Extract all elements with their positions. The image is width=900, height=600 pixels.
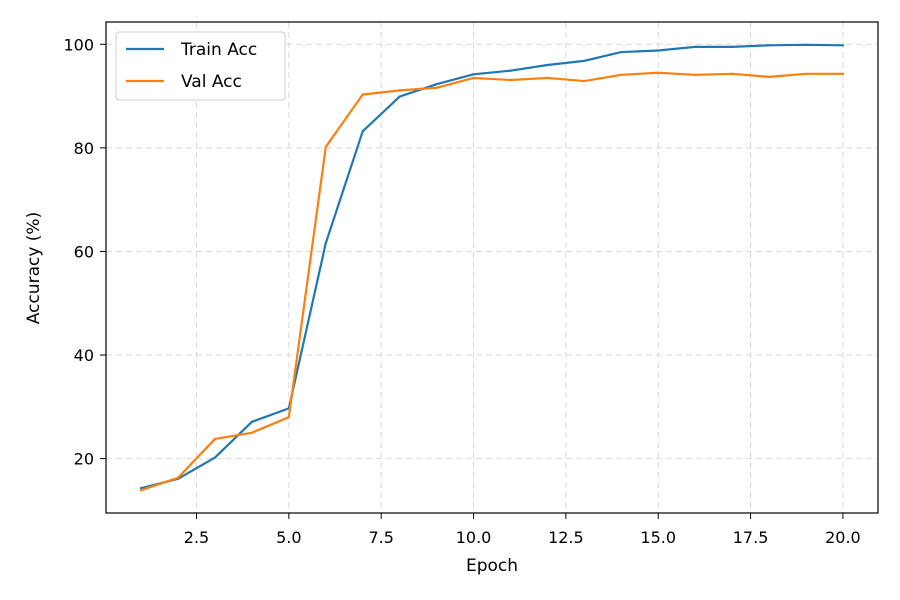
x-tick-label: 7.5 xyxy=(368,528,393,547)
y-tick-label: 20 xyxy=(74,450,94,469)
data-point-val-acc xyxy=(841,72,845,75)
data-point-train-acc xyxy=(472,73,475,76)
data-point-val-acc xyxy=(620,73,623,76)
data-point-train-acc xyxy=(694,45,697,48)
data-point-val-acc xyxy=(657,71,660,74)
y-axis-label: Accuracy (%) xyxy=(24,212,44,324)
data-point-train-acc xyxy=(361,130,364,133)
data-point-train-acc xyxy=(804,43,808,46)
data-point-val-acc xyxy=(694,73,697,76)
data-point-val-acc xyxy=(435,86,438,89)
data-point-train-acc xyxy=(213,456,217,459)
data-point-train-acc xyxy=(139,487,143,490)
y-axis-ticks: 20 40 60 80 100 xyxy=(63,35,106,469)
x-grid-lines xyxy=(195,22,844,513)
legend-label-train: Train Acc xyxy=(180,40,257,60)
legend: Train Acc Val Acc xyxy=(115,31,286,101)
plot-background xyxy=(106,22,878,513)
x-tick-label: 10.0 xyxy=(456,528,492,547)
data-point-train-acc xyxy=(398,95,401,98)
y-grid-lines xyxy=(106,43,878,460)
plot-frame xyxy=(105,21,879,514)
data-point-val-acc xyxy=(287,416,290,419)
data-point-val-acc xyxy=(767,75,771,79)
legend-label-val: Val Acc xyxy=(181,72,242,92)
data-point-train-acc xyxy=(657,49,660,52)
series-line-val-acc xyxy=(139,71,845,492)
data-point-val-acc xyxy=(730,72,734,75)
data-point-val-acc xyxy=(324,145,327,148)
y-tick-label: 40 xyxy=(74,346,94,365)
data-point-val-acc xyxy=(139,489,143,492)
data-point-val-acc xyxy=(509,78,512,82)
data-point-val-acc xyxy=(804,72,808,75)
data-point-val-acc xyxy=(361,93,364,96)
y-tick-label: 60 xyxy=(74,242,94,261)
data-point-train-acc xyxy=(509,69,512,72)
x-tick-label: 2.5 xyxy=(184,528,209,547)
data-point-train-acc xyxy=(435,83,438,86)
x-tick-label: 15.0 xyxy=(640,528,676,547)
data-point-train-acc xyxy=(583,59,586,62)
data-point-train-acc xyxy=(620,50,623,54)
series-layer xyxy=(139,43,845,492)
x-tick-label: 20.0 xyxy=(825,528,861,547)
x-tick-label: 17.5 xyxy=(733,528,769,547)
x-tick-label: 5.0 xyxy=(276,528,301,547)
x-tick-label: 12.5 xyxy=(548,528,584,547)
data-point-val-acc xyxy=(546,76,549,80)
series-line-train-acc xyxy=(139,43,845,490)
data-point-train-acc xyxy=(767,44,771,47)
data-point-val-acc xyxy=(472,76,475,80)
y-tick-label: 80 xyxy=(74,139,94,158)
data-point-train-acc xyxy=(841,44,845,47)
data-point-val-acc xyxy=(250,431,254,434)
data-point-val-acc xyxy=(398,89,401,92)
data-point-train-acc xyxy=(250,420,254,423)
y-tick-label: 100 xyxy=(63,35,94,54)
data-point-val-acc xyxy=(213,437,217,441)
data-point-train-acc xyxy=(324,242,327,245)
data-point-train-acc xyxy=(730,45,734,48)
data-point-val-acc xyxy=(176,476,180,479)
x-axis-ticks: 2.5 5.0 7.5 10.0 12.5 15.0 17.5 20.0 xyxy=(184,513,861,547)
data-point-val-acc xyxy=(583,79,586,83)
data-point-train-acc xyxy=(546,63,549,67)
x-axis-label: Epoch xyxy=(466,556,518,576)
